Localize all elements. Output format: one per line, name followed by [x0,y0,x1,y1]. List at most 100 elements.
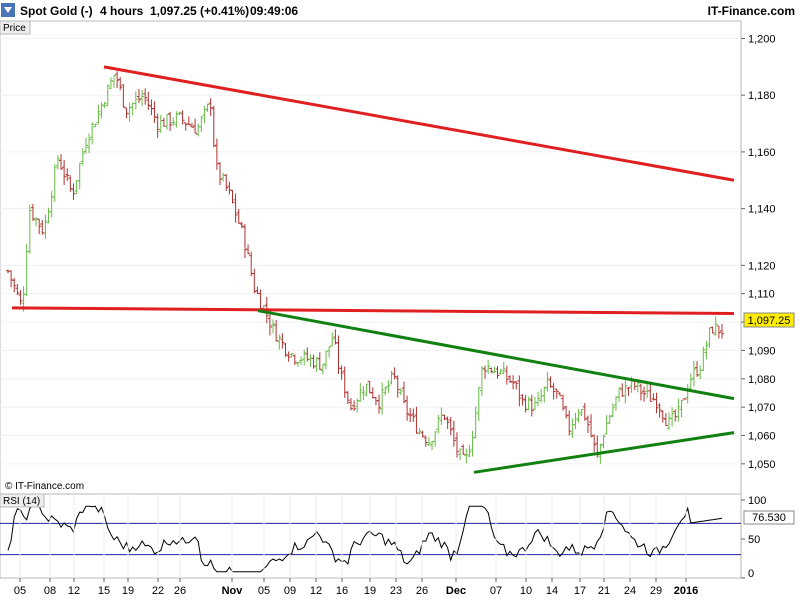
ohlc-bar [676,398,681,422]
ohlc-bar [252,268,257,294]
price-tick-label: 1,110 [748,289,775,301]
ohlc-bar [165,114,170,130]
instrument-name: Spot Gold (-) [20,4,93,18]
ohlc-bar [663,413,668,427]
ohlc-bar [501,361,506,374]
ohlc-bar [90,122,95,145]
ohlc-bar [274,319,279,342]
ohlc-bar [585,415,590,434]
ohlc-bar [317,352,322,370]
ohlc-bar [71,183,76,200]
ohlc-bar [115,71,120,89]
descending-support-line[interactable] [257,309,735,401]
ohlc-bar [592,434,597,452]
price-tick-label: 1,120 [748,260,776,272]
ohlc-bar [601,434,606,449]
ohlc-bar [642,386,647,402]
ohlc-bar [140,89,145,107]
ohlc-bar [27,204,32,254]
ascending-support-line[interactable] [473,431,735,474]
copyright: © IT-Finance.com [5,481,84,492]
ohlc-bar [433,431,438,447]
ohlc-bar [345,391,350,405]
ohlc-bar [451,420,456,447]
upper-resistance-line[interactable] [103,65,735,182]
ohlc-bar [417,428,422,435]
ohlc-bar [30,203,35,221]
ohlc-bar [498,368,503,375]
ohlc-bar [12,277,17,293]
rsi-tick-label: 50 [748,534,760,546]
ohlc-bar [576,409,581,423]
price-tick-label: 1,180 [748,90,776,102]
ohlc-bar [342,366,347,398]
ohlc-bar [389,371,394,385]
ohlc-bar [551,382,556,400]
ohlc-bar [99,102,104,119]
ohlc-bar [654,392,659,414]
ohlc-bar [514,380,519,390]
price-tick-label: 1,060 [748,430,776,442]
ohlc-bar [236,209,241,224]
time-tick-label: 26 [174,585,186,597]
ohlc-bar [40,220,45,235]
ohlc-bar [186,116,191,126]
price-tick-label: 1,160 [748,147,776,159]
ohlc-bar [267,311,272,336]
timeframe[interactable]: 4 hours [100,4,144,18]
ohlc-bar [55,155,60,170]
ohlc-bar [224,174,229,191]
ohlc-bar [230,189,235,204]
ohlc-bar [49,190,54,218]
ohlc-bar [691,361,696,387]
ohlc-bar [448,417,453,436]
ohlc-bar [364,383,369,397]
ohlc-bar [258,289,263,309]
ohlc-bar [395,375,400,398]
ohlc-bar [118,77,123,91]
ohlc-bar [411,408,416,422]
ohlc-bar [171,117,176,126]
brand: IT-Finance.com [708,4,795,18]
ohlc-bar [146,91,151,111]
ohlc-bar [102,101,107,109]
ohlc-bar [286,351,291,362]
ohlc-bar [548,376,553,388]
ohlc-bar [707,327,712,348]
time-axis: 05 08 12 15 19 22 26 Nov 05 09 12 16 19 23 26 Dec 07 10 14… [14,494,698,597]
time: 09:49:06 [250,4,298,18]
ohlc-bar [688,373,693,391]
time-tick-label: 17 [574,585,586,597]
ohlc-bar [358,382,363,402]
ohlc-bar [62,159,67,185]
time-tick-label: 05 [14,585,26,597]
ohlc-bar [613,396,618,411]
ohlc-bar [112,74,117,88]
ohlc-bar [361,385,366,401]
ohlc-bar [517,375,522,407]
ohlc-bar [554,388,559,399]
ohlc-bar [136,88,141,104]
ohlc-bar [355,398,360,413]
rsi-value-tag: 76.530 [743,510,795,525]
price-axis: 1,2001,1801,1601,1401,1201,1101,1001,090… [741,34,776,471]
rsi-panel-label: RSI (14) [3,496,40,507]
time-tick-label: 24 [624,585,636,597]
ohlc-bar [420,430,425,438]
ohlc-bar [295,361,300,367]
time-tick-label: 23 [390,585,402,597]
ohlc-bar [124,107,129,119]
price-bars [6,71,724,464]
ohlc-bar [277,334,282,350]
ohlc-bar [670,407,675,427]
ohlc-bar [143,88,148,105]
ohlc-bar [299,356,304,366]
ohlc-bar [398,388,403,396]
ohlc-bar [495,365,500,379]
ohlc-bar [557,392,562,397]
time-tick-label: 07 [490,585,502,597]
horizontal-resistance-line[interactable] [11,306,735,316]
quote: 1,097.25 (+0.41%) [150,4,249,18]
